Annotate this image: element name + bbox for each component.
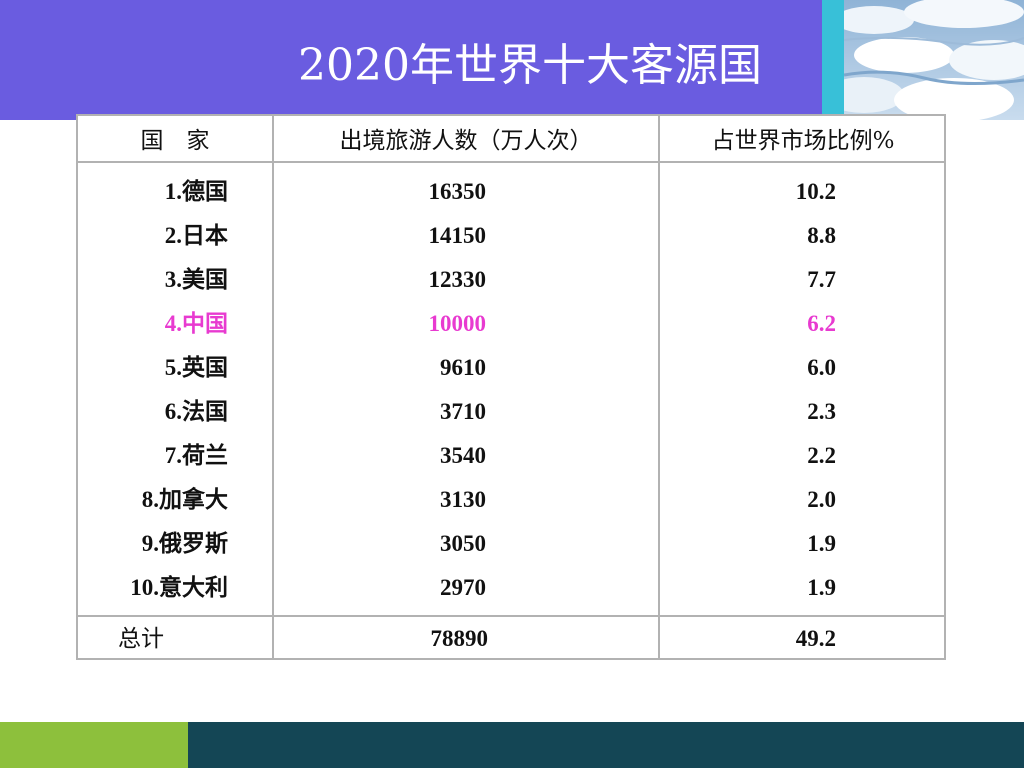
tourist-count: 9610 xyxy=(440,355,486,380)
snow-landscape-image xyxy=(844,0,1024,120)
title-bar xyxy=(0,0,822,120)
tourist-count: 3130 xyxy=(440,487,486,512)
header-country: 国 家 xyxy=(140,128,210,154)
market-share: 1.9 xyxy=(807,531,836,556)
market-share: 2.0 xyxy=(807,487,836,512)
country-name: 8.加拿大 xyxy=(141,487,228,512)
column-divider xyxy=(658,116,660,658)
market-share: 10.2 xyxy=(795,179,836,204)
header-share: 占世界市场比例% xyxy=(711,128,895,154)
footer-accent-green xyxy=(0,722,188,768)
tourist-count: 14150 xyxy=(428,223,487,248)
country-name: 7.荷兰 xyxy=(164,443,228,468)
tourist-count: 16350 xyxy=(428,179,487,204)
total-divider xyxy=(78,615,944,617)
market-share: 7.7 xyxy=(807,267,836,292)
country-name: 6.法国 xyxy=(164,399,228,424)
tourist-count: 12330 xyxy=(428,267,487,292)
country-name: 9.俄罗斯 xyxy=(141,531,228,556)
market-share: 6.2 xyxy=(807,311,836,336)
tourist-count: 3050 xyxy=(440,531,486,556)
footer-bar-teal xyxy=(188,722,1024,768)
total-label: 总计 xyxy=(118,626,164,651)
tourist-count: 10000 xyxy=(428,311,487,336)
market-share: 6.0 xyxy=(807,355,836,380)
tourist-count: 2970 xyxy=(440,575,486,600)
market-share: 8.8 xyxy=(807,223,836,248)
country-name: 2.日本 xyxy=(164,223,228,248)
country-name: 5.英国 xyxy=(164,355,228,380)
header-divider xyxy=(78,161,944,163)
tourist-count: 3540 xyxy=(440,443,486,468)
total-tourists: 78890 xyxy=(430,626,489,651)
country-name: 1.德国 xyxy=(164,179,228,204)
slide-title: 2020年世界十大客源国 xyxy=(298,40,762,91)
tourist-count: 3710 xyxy=(440,399,486,424)
column-divider xyxy=(272,116,274,658)
total-share: 49.2 xyxy=(795,626,836,651)
header-tourists: 出境旅游人数（万人次） xyxy=(339,128,593,154)
market-share: 2.2 xyxy=(807,443,836,468)
data-table: 国 家 出境旅游人数（万人次） 占世界市场比例% 1.德国 16350 10.2… xyxy=(76,114,946,660)
accent-stripe xyxy=(822,0,844,120)
country-name: 10.意大利 xyxy=(130,575,228,600)
country-name: 4.中国 xyxy=(164,311,228,336)
market-share: 1.9 xyxy=(807,575,836,600)
country-name: 3.美国 xyxy=(164,267,228,292)
market-share: 2.3 xyxy=(807,399,836,424)
